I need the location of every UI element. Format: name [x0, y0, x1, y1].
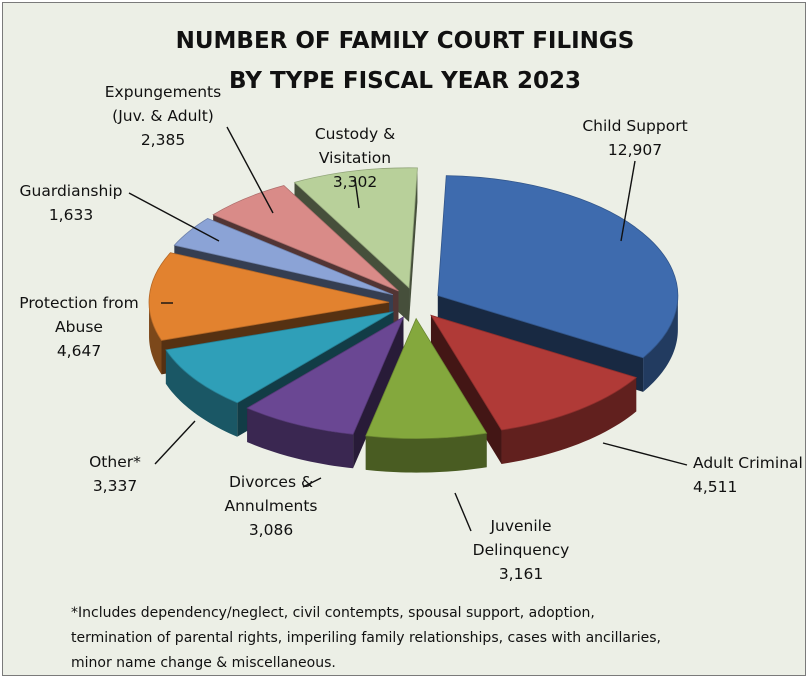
slice-category: Juvenile [489, 517, 551, 535]
slice-category: (Juv. & Adult) [112, 107, 214, 125]
pie-slice [437, 175, 679, 392]
leader-line [602, 442, 688, 466]
pie-slice-rim [247, 408, 354, 469]
slice-value: 4,511 [693, 478, 737, 496]
slice-label: Child Support 12,907 [582, 117, 687, 159]
pie-slice-wall [409, 167, 418, 322]
pie-slice-rim [165, 349, 238, 437]
slice-category: Custody & [315, 125, 395, 143]
leader-line [354, 178, 360, 209]
slice-category: Adult Criminal [693, 454, 803, 472]
slice-label: Other* 3,337 [89, 453, 141, 495]
slice-value: 4,647 [57, 342, 101, 360]
pie-slice-rim [501, 377, 637, 465]
slice-category: Protection from [19, 294, 138, 312]
pie-slice-rim [365, 433, 487, 473]
slice-label: Expungements (Juv. & Adult) 2,385 [105, 83, 221, 149]
pie-slice-top [430, 314, 638, 431]
chart-title-line-2: BY TYPE FISCAL YEAR 2023 [229, 68, 581, 94]
pie-slice-top [212, 185, 399, 292]
slice-category: Other* [89, 453, 141, 471]
pie-slice-top [165, 311, 394, 404]
pie-slice-top [246, 316, 405, 435]
slice-label: Divorces & Annulments 3,086 [225, 473, 318, 539]
pie-slice-top [293, 167, 418, 289]
slice-label: Adult Criminal 4,511 [693, 454, 803, 496]
pie-slice [430, 314, 638, 465]
footnote-line-3: minor name change & miscellaneous. [71, 655, 336, 671]
slice-value: 12,907 [608, 141, 662, 159]
footnote-line-1: *Includes dependency/neglect, civil cont… [71, 605, 595, 621]
leader-line [620, 160, 636, 242]
slice-value: 3,337 [93, 477, 137, 495]
slice-category: Divorces & [229, 473, 313, 491]
pie-slice [365, 317, 488, 473]
leader-line [302, 477, 322, 488]
slice-category: Annulments [225, 497, 318, 515]
slice-label: Juvenile Delinquency 3,161 [473, 517, 570, 583]
slice-label: Protection from Abuse 4,647 [19, 294, 138, 360]
pie-slice-rim [643, 295, 678, 392]
pie-slice-rim [149, 302, 162, 375]
slice-label: Custody & Visitation 3,302 [315, 125, 395, 191]
pie-slice-top [437, 175, 679, 359]
slice-category: Abuse [55, 318, 103, 336]
slice-category: Visitation [319, 149, 391, 167]
slice-value: 1,633 [49, 206, 93, 224]
leader-line [226, 126, 274, 214]
pie-chart: NUMBER OF FAMILY COURT FILINGS BY TYPE F… [19, 28, 803, 671]
slice-value: 3,161 [499, 565, 543, 583]
slice-category: Guardianship [20, 182, 123, 200]
pie-slice-top [173, 218, 394, 296]
chart-title-line-1: NUMBER OF FAMILY COURT FILINGS [176, 28, 635, 54]
slice-value: 3,302 [333, 173, 377, 191]
slice-category: Child Support [582, 117, 687, 135]
slice-label: Guardianship 1,633 [20, 182, 123, 224]
pie-slice-top [365, 317, 488, 439]
leader-line [454, 492, 472, 532]
pie-slice-wall [430, 315, 502, 465]
slice-category: Expungements [105, 83, 221, 101]
pie-slice [246, 316, 405, 469]
slice-category: Delinquency [473, 541, 570, 559]
slice-value: 2,385 [141, 131, 185, 149]
leader-line [128, 192, 220, 242]
footnote-line-2: termination of parental rights, imperili… [71, 630, 661, 646]
leader-line [154, 420, 196, 465]
pie-slice-top [148, 252, 390, 341]
slice-value: 3,086 [249, 521, 293, 539]
